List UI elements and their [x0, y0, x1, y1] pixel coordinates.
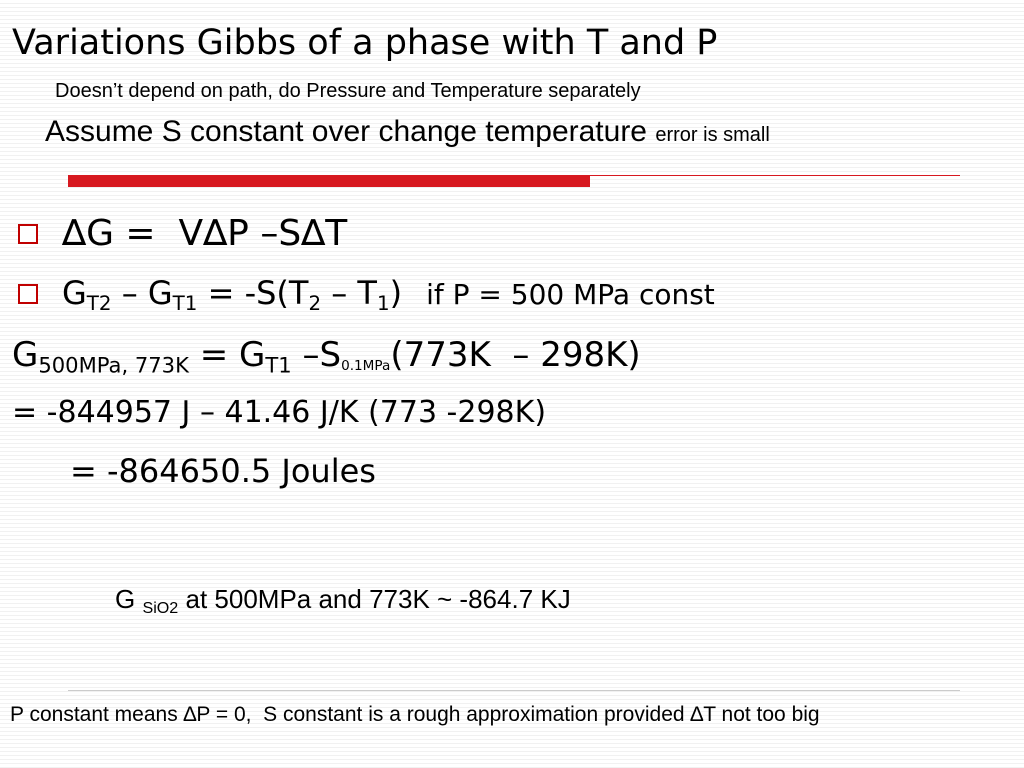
- subscript: T1: [265, 352, 292, 378]
- accent-bar: [68, 175, 590, 187]
- bullet: ∆G = V∆P –S∆T: [62, 216, 347, 252]
- accent-line: [590, 175, 960, 176]
- text-run: ): [389, 274, 403, 312]
- subscript: 500MPa, 773K: [38, 352, 189, 378]
- text-run: – T: [321, 274, 377, 312]
- bullet: GT2 – GT1 = -S(T2 – T1) if P = 500 MPa co…: [62, 274, 715, 313]
- text-run: = -S(T: [197, 274, 309, 312]
- bullet-note: if P = 500 MPa const: [426, 278, 715, 311]
- result: G SiO2 at 500MPa and 773K ~ -864.7 KJ: [115, 584, 571, 616]
- assumption-note: error is small: [655, 124, 770, 146]
- text-run: = -864650.5 Joules: [70, 452, 376, 490]
- bullet-marker: [18, 284, 38, 304]
- text-run: ∆G = V∆P –S∆T: [62, 213, 348, 254]
- bullet-marker: [18, 224, 38, 244]
- subscript: 0.1MPa: [341, 358, 391, 375]
- footer-note: P constant means ∆P = 0, S constant is a…: [10, 703, 820, 726]
- text-run: = G: [188, 335, 266, 375]
- assumption-text: Assume S constant over change temperatur…: [45, 115, 647, 148]
- text-run: –S: [291, 335, 342, 375]
- footer-rule: [68, 690, 960, 691]
- subscript: T1: [172, 291, 198, 315]
- subscript: SiO2: [142, 598, 179, 617]
- equation-line: G500MPa, 773K = GT1 –S0.1MPa(773K – 298K…: [12, 335, 641, 375]
- subscript: T2: [86, 291, 112, 315]
- text-run: at 500MPa and 773K ~ -864.7 KJ: [178, 584, 571, 614]
- text-run: = -844957 J – 41.46 J/K (773 -298K): [12, 395, 547, 430]
- subtitle: Doesn’t depend on path, do Pressure and …: [55, 80, 641, 102]
- equation-line: = -864650.5 Joules: [70, 455, 376, 487]
- text-run: G: [12, 335, 39, 375]
- text-run: – G: [111, 274, 173, 312]
- subscript: 1: [376, 291, 390, 315]
- subscript: 2: [308, 291, 322, 315]
- text-run: G: [62, 274, 87, 312]
- assumption: Assume S constant over change temperatur…: [45, 117, 770, 147]
- equation-line: = -844957 J – 41.46 J/K (773 -298K): [12, 398, 546, 428]
- text-run: G: [115, 584, 143, 614]
- text-run: (773K – 298K): [390, 335, 641, 375]
- slide-title: Variations Gibbs of a phase with T and P: [12, 23, 718, 63]
